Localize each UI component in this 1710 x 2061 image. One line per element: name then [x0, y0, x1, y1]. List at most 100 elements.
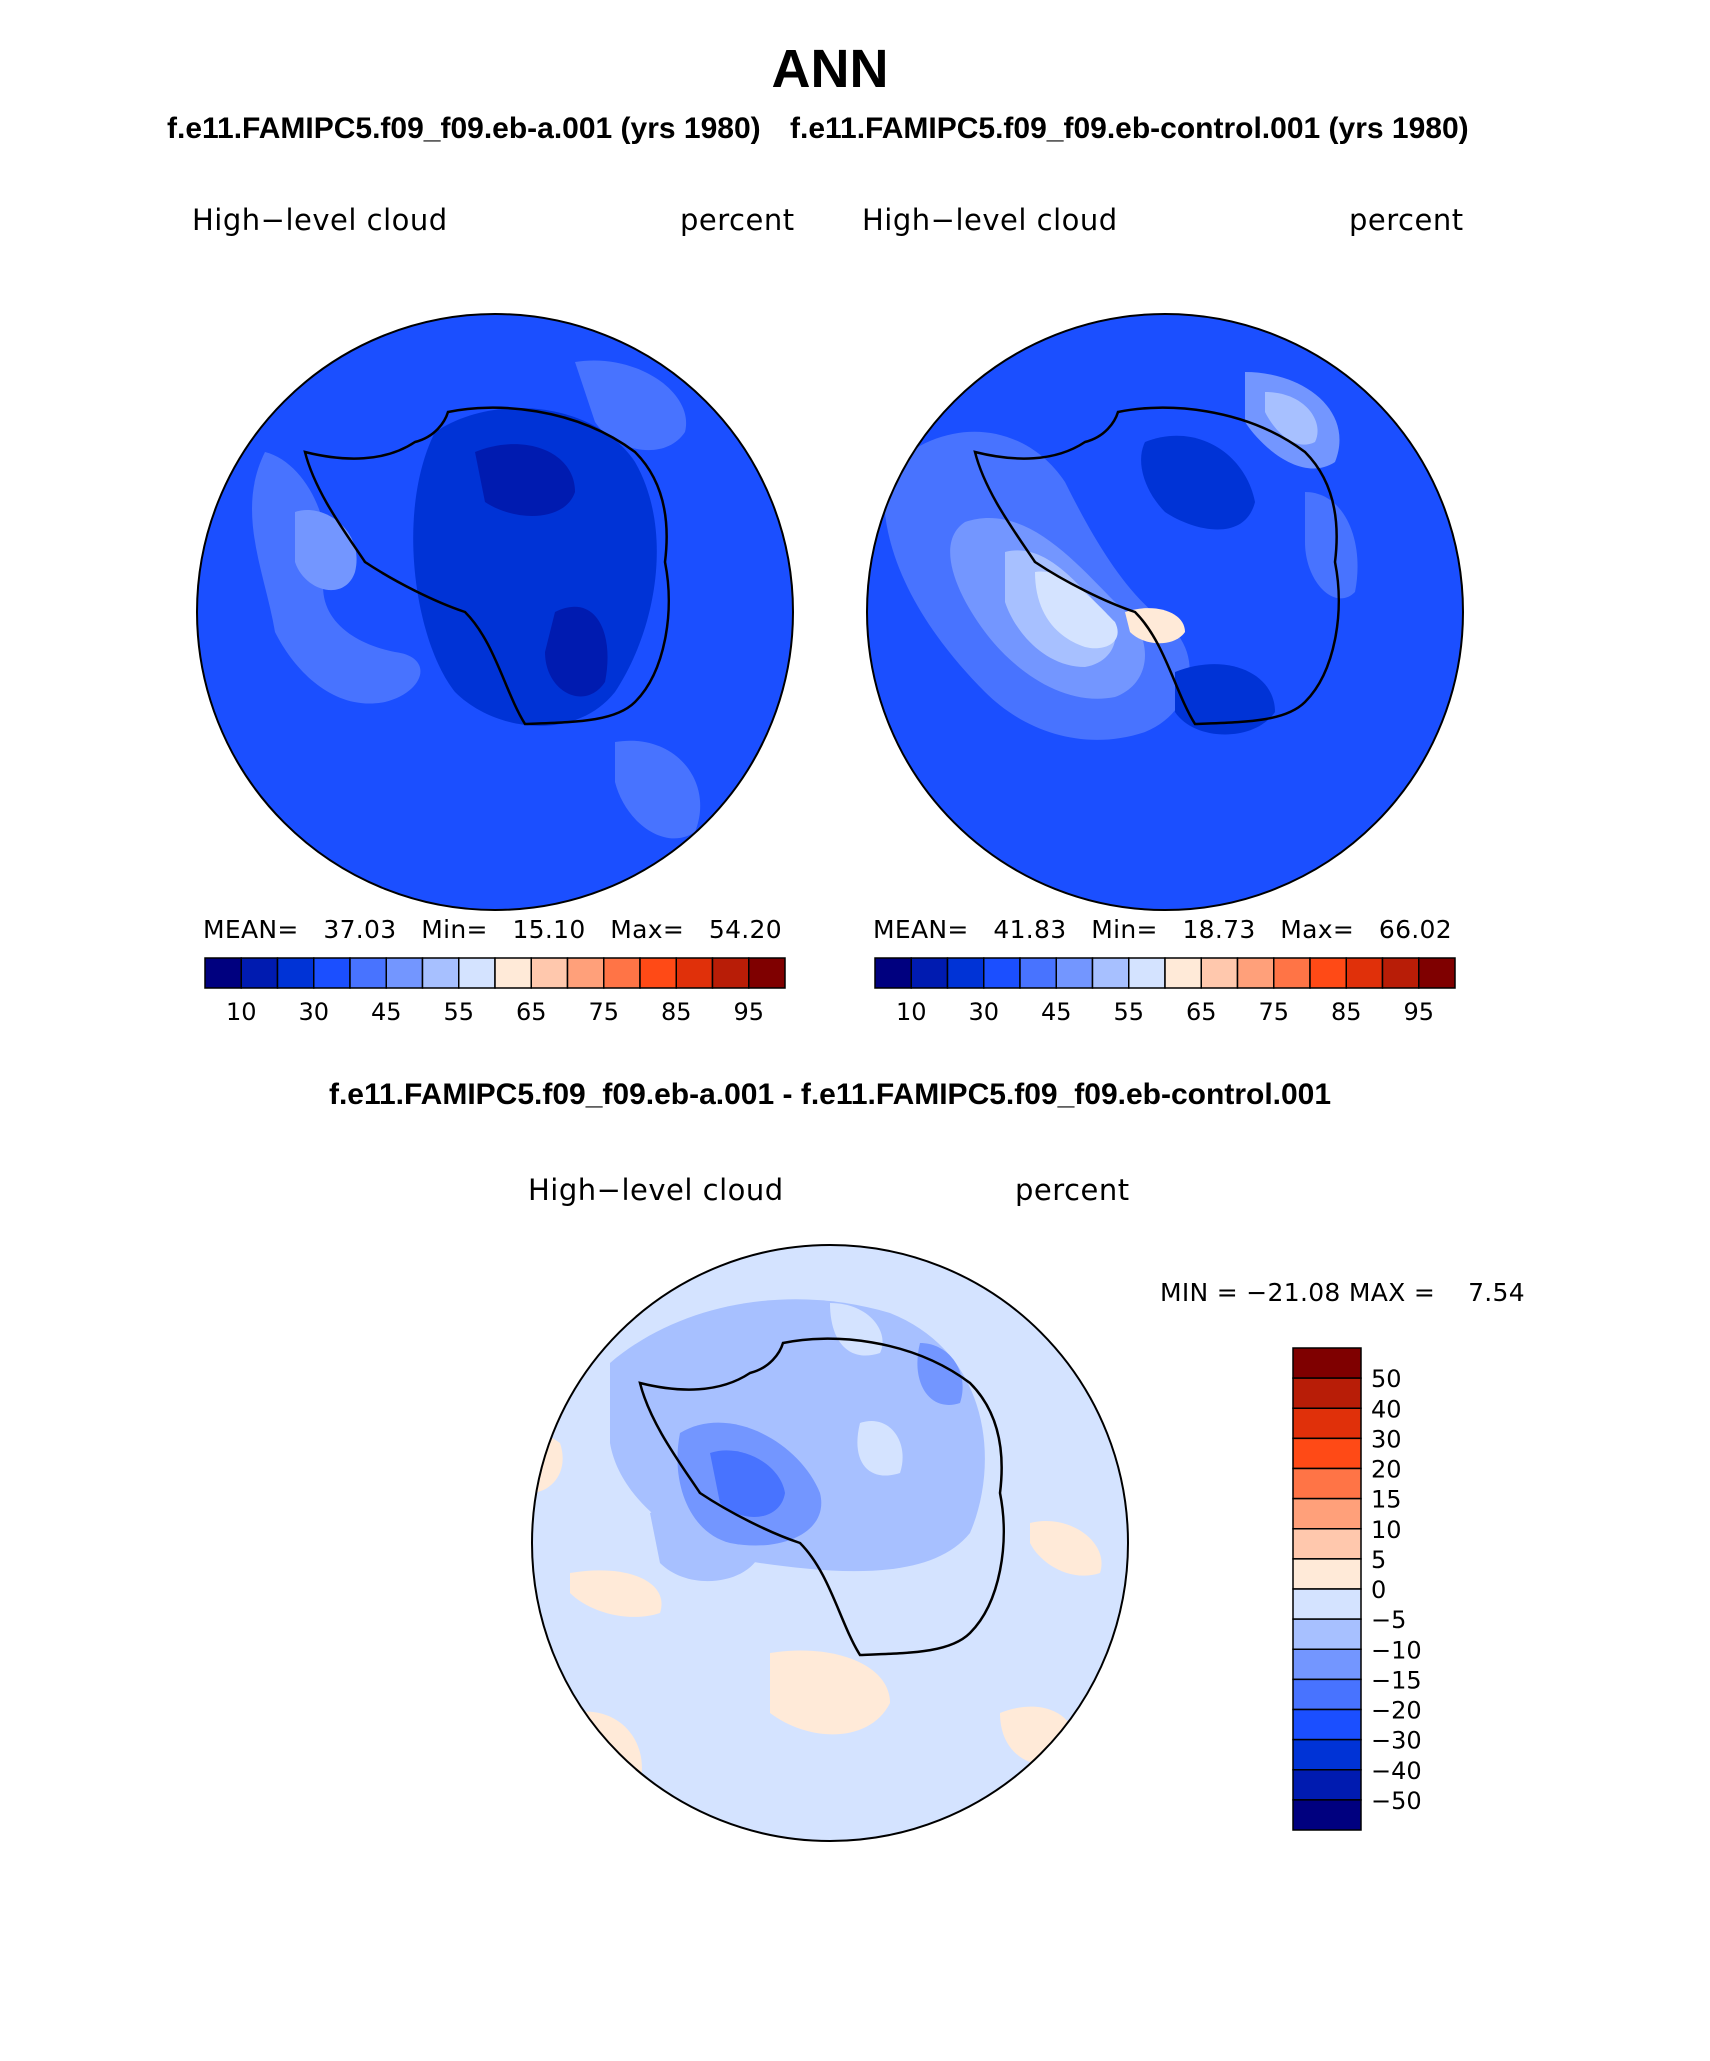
max-label: MAX =	[1348, 1278, 1436, 1307]
cloud-region	[295, 510, 357, 591]
page-title: ANN	[771, 39, 889, 99]
min-label: Min=	[1091, 915, 1158, 944]
colorbar-tick-label: 45	[1041, 998, 1072, 1026]
difference-polar-map	[531, 1244, 1129, 1842]
colorbar-swatch	[1292, 1528, 1362, 1560]
colorbar-swatch	[1418, 957, 1456, 989]
colorbar-swatch	[748, 957, 786, 989]
map-border	[196, 313, 794, 911]
min-label: MIN =	[1160, 1278, 1239, 1307]
coastline	[638, 1337, 1005, 1657]
colorbar-swatch	[1236, 957, 1275, 989]
colorbar-tick-label: 95	[1403, 998, 1434, 1026]
colorbar-tick-label: 50	[1371, 1365, 1402, 1393]
colorbar-tick-label: 65	[1186, 998, 1217, 1026]
colorbar-swatch	[1292, 1497, 1362, 1530]
colorbar-tick-label: 85	[1331, 998, 1362, 1026]
colorbar-swatch	[494, 957, 532, 989]
cloud-region	[570, 1570, 662, 1617]
mean-label: MEAN=	[203, 915, 299, 944]
max-value: 66.02	[1378, 915, 1452, 944]
colorbar-tick-label: 95	[733, 998, 764, 1026]
cloud-region	[1305, 492, 1358, 599]
colorbar-swatch	[1292, 1347, 1362, 1379]
colorbar-tick-label: −50	[1371, 1787, 1422, 1815]
colorbar-tick-label: 5	[1371, 1546, 1386, 1574]
right-units-label: percent	[1349, 203, 1464, 237]
colorbar-swatch	[276, 957, 315, 989]
colorbar-swatch	[204, 957, 242, 989]
cloud-region	[1050, 1245, 1128, 1363]
colorbar-tick-label: 85	[661, 998, 692, 1026]
right-case-title: f.e11.FAMIPC5.f09_f09.eb-control.001 (yr…	[790, 112, 1469, 145]
right-polar-map	[866, 313, 1464, 911]
colorbar-swatch	[313, 957, 351, 989]
min-value: −21.08	[1246, 1278, 1341, 1307]
diff-stats: MIN = −21.08 MAX = 7.54	[1160, 1278, 1525, 1307]
min-value: 15.10	[512, 915, 586, 944]
min-label: Min=	[421, 915, 488, 944]
colorbar-swatch	[458, 957, 496, 989]
colorbar-tick-label: 40	[1371, 1395, 1402, 1423]
max-value: 7.54	[1468, 1278, 1525, 1307]
colorbar-tick-label: 30	[1371, 1425, 1402, 1453]
colorbar-swatch	[1345, 957, 1384, 989]
cloud-region	[1030, 1521, 1102, 1576]
colorbar-swatch	[1164, 957, 1202, 989]
colorbar-swatch	[639, 957, 677, 989]
right-stats: MEAN= 41.83 Min= 18.73 Max= 66.02	[873, 915, 1452, 944]
colorbar-tick-label: −20	[1371, 1697, 1422, 1725]
colorbar-swatch	[1292, 1588, 1362, 1620]
coastline	[973, 406, 1340, 726]
left-colorbar: 10 30 45 55 65 75 85 95	[204, 957, 786, 1026]
left-stats: MEAN= 37.03 Min= 15.10 Max= 54.20	[203, 915, 782, 944]
colorbar-swatch	[1273, 957, 1311, 989]
cloud-region	[545, 606, 608, 697]
colorbar-swatch	[874, 957, 912, 989]
cloud-region	[710, 1450, 785, 1517]
colorbar-tick-label: 75	[1258, 998, 1289, 1026]
cloud-region	[1035, 571, 1118, 649]
colorbar-tick-label: −5	[1371, 1606, 1406, 1634]
colorbar-tick-label: −15	[1371, 1666, 1422, 1694]
colorbar-swatch	[1292, 1377, 1362, 1409]
colorbar-tick-label: 20	[1371, 1456, 1402, 1484]
cloud-region	[1141, 435, 1255, 530]
left-units-label: percent	[680, 203, 795, 237]
colorbar-tick-label: −30	[1371, 1727, 1422, 1755]
colorbar-swatch	[1292, 1437, 1362, 1470]
diff-variable-label: High−level cloud	[528, 1173, 784, 1207]
colorbar-tick-label: −40	[1371, 1757, 1422, 1785]
cloud-region	[770, 1650, 890, 1735]
right-colorbar: 10 30 45 55 65 75 85 95	[874, 957, 1456, 1026]
colorbar-tick-label: −10	[1371, 1636, 1422, 1664]
cloud-region	[1175, 664, 1275, 735]
colorbar-tick-label: 75	[588, 998, 619, 1026]
colorbar-tick-label: 45	[371, 998, 402, 1026]
colorbar-swatch	[1292, 1558, 1362, 1590]
right-variable-label: High−level cloud	[862, 203, 1118, 237]
colorbar-tick-label: 10	[896, 998, 927, 1026]
max-label: Max=	[1280, 915, 1355, 944]
colorbar-swatch	[421, 957, 460, 989]
colorbar-swatch	[1292, 1648, 1362, 1681]
colorbar-swatch	[1292, 1708, 1362, 1741]
colorbar-swatch	[1091, 957, 1130, 989]
colorbar-swatch	[983, 957, 1021, 989]
colorbar-swatch	[1292, 1467, 1362, 1500]
colorbar-swatch	[1292, 1678, 1362, 1711]
colorbar-swatch	[910, 957, 949, 989]
colorbar-tick-label: 0	[1371, 1576, 1386, 1604]
cloud-region	[857, 1421, 903, 1476]
colorbar-swatch	[349, 957, 387, 989]
colorbar-tick-label: 65	[516, 998, 547, 1026]
left-polar-map	[196, 313, 794, 911]
colorbar-swatch	[1292, 1407, 1362, 1440]
colorbar-tick-label: 10	[226, 998, 257, 1026]
colorbar-tick-label: 30	[968, 998, 999, 1026]
max-value: 54.20	[708, 915, 782, 944]
mean-label: MEAN=	[873, 915, 969, 944]
max-label: Max=	[610, 915, 685, 944]
mean-value: 41.83	[993, 915, 1067, 944]
